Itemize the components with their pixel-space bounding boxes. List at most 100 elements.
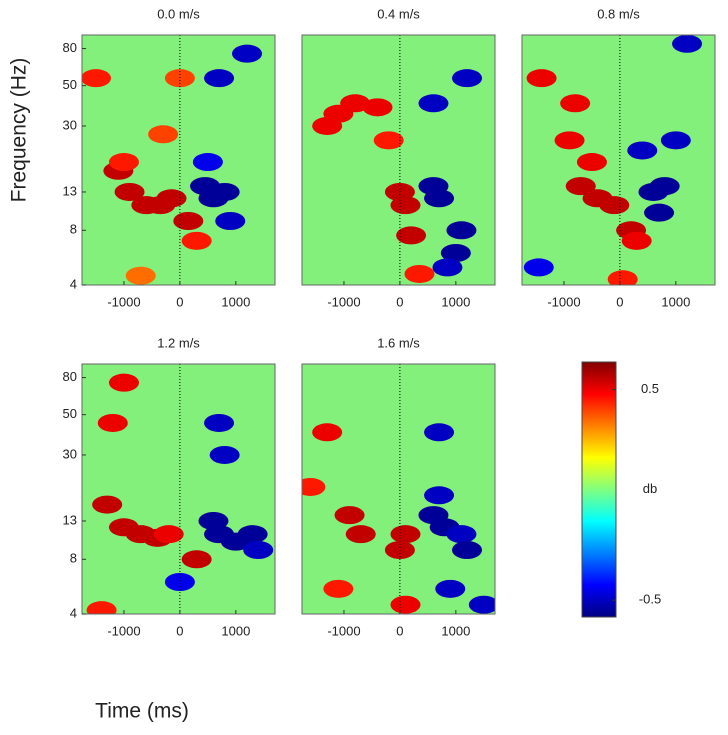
heatmap-blob: [181, 231, 212, 250]
heatmap-blob: [302, 477, 326, 496]
panel-title: 0.0 m/s: [157, 6, 200, 21]
panel-background: [82, 364, 275, 614]
x-tick-label: 1000: [221, 623, 250, 638]
y-tick-label: 80: [63, 369, 77, 384]
x-tick-label: 1000: [441, 623, 470, 638]
x-axis-label: Time (ms): [95, 700, 189, 723]
panel-background: [302, 364, 495, 614]
heatmap-blob: [404, 264, 435, 283]
x-tick-label: -1000: [107, 623, 140, 638]
x-tick-label: -1000: [107, 294, 140, 309]
y-tick-label: 8: [70, 222, 77, 237]
heatmap-blob: [424, 423, 455, 442]
heatmap-blob: [232, 44, 263, 63]
heatmap-blob: [390, 525, 421, 544]
heatmap-blob: [446, 525, 477, 544]
heatmap-blob: [153, 525, 184, 544]
heatmap-blob: [432, 258, 463, 277]
x-tick-label: 0: [396, 294, 403, 309]
heatmap-blob: [181, 550, 212, 569]
heatmap-blob: [312, 423, 343, 442]
heatmap-blobs: [302, 423, 495, 614]
y-axis-label: Frequency (Hz): [8, 58, 31, 203]
heatmap-blob: [440, 243, 471, 262]
colorbar-tick-label: 0.5: [641, 381, 659, 396]
heatmap-blob: [554, 131, 585, 150]
heatmap-blob: [209, 445, 240, 464]
heatmap-blobs: [523, 35, 703, 285]
heatmap-blob: [644, 203, 675, 222]
y-tick-label: 50: [63, 77, 77, 92]
heatmap-blob: [164, 572, 195, 591]
y-tick-label: 50: [63, 406, 77, 421]
y-tick-label: 13: [63, 512, 77, 527]
heatmap-blob: [345, 525, 376, 544]
x-tick-label: -1000: [327, 294, 360, 309]
heatmap-blob: [452, 69, 483, 88]
panel-title: 0.8 m/s: [597, 6, 640, 21]
heatmap-blob: [82, 69, 111, 88]
heatmap-blobs: [82, 44, 263, 285]
heatmap-blob: [156, 189, 187, 208]
heatmap-blob: [396, 226, 427, 245]
heatmap-blob: [192, 153, 223, 172]
x-tick-label: 0: [176, 294, 183, 309]
panel-title: 1.2 m/s: [157, 335, 200, 350]
colorbar-tick-label: -0.5: [639, 592, 661, 607]
panel-frame: [521, 34, 716, 286]
heatmap-blob: [468, 595, 495, 614]
heatmap-blob: [435, 579, 466, 598]
panel-frame: [301, 363, 496, 615]
heatmap-blob: [97, 413, 128, 432]
y-tick-label: 4: [70, 605, 77, 620]
heatmap-blob: [560, 94, 591, 113]
heatmap-blob: [334, 506, 365, 525]
heatmap-blob: [621, 231, 652, 250]
heatmap-blob: [209, 182, 240, 201]
heatmap-blob: [390, 595, 421, 614]
heatmap-blob: [384, 540, 415, 559]
y-tick-label: 8: [70, 551, 77, 566]
heatmap-blob: [424, 189, 455, 208]
heatmap-blob: [599, 196, 630, 215]
heatmap-blob: [312, 116, 343, 135]
heatmap-blob: [92, 495, 123, 514]
heatmap-blob: [204, 413, 235, 432]
panel-frame: [81, 34, 276, 286]
heatmap-blob: [114, 182, 145, 201]
heatmap-blob: [86, 601, 117, 614]
heatmap-blobs: [86, 373, 274, 614]
x-tick-label: 0: [616, 294, 623, 309]
x-tick-label: 1000: [661, 294, 690, 309]
heatmap-blob: [148, 125, 179, 144]
panel-frame: [301, 34, 496, 286]
heatmap-blob: [660, 131, 691, 150]
heatmap-blob: [108, 373, 139, 392]
y-tick-label: 13: [63, 183, 77, 198]
heatmap-blob: [125, 266, 156, 285]
y-tick-label: 30: [63, 117, 77, 132]
heatmap-blob: [627, 141, 658, 160]
heatmap-blob: [418, 94, 449, 113]
heatmap-blob: [526, 69, 557, 88]
heatmap-blob: [576, 153, 607, 172]
panel-title: 0.4 m/s: [377, 6, 420, 21]
heatmap-blob: [237, 525, 268, 544]
heatmap-blob: [108, 153, 139, 172]
panel-title: 1.6 m/s: [377, 335, 420, 350]
x-tick-label: 0: [396, 623, 403, 638]
heatmap-blob: [390, 196, 421, 215]
heatmap-blob: [362, 98, 393, 117]
x-tick-label: 0: [176, 623, 183, 638]
heatmap-blob: [607, 270, 638, 285]
panel-frame: [81, 363, 276, 615]
x-tick-label: -1000: [327, 623, 360, 638]
heatmap-blob: [173, 211, 204, 230]
heatmap-blob: [565, 177, 596, 196]
x-tick-label: -1000: [547, 294, 580, 309]
heatmap-blob: [424, 486, 455, 505]
x-tick-label: 1000: [221, 294, 250, 309]
heatmap-blob: [204, 69, 235, 88]
y-tick-label: 30: [63, 446, 77, 461]
